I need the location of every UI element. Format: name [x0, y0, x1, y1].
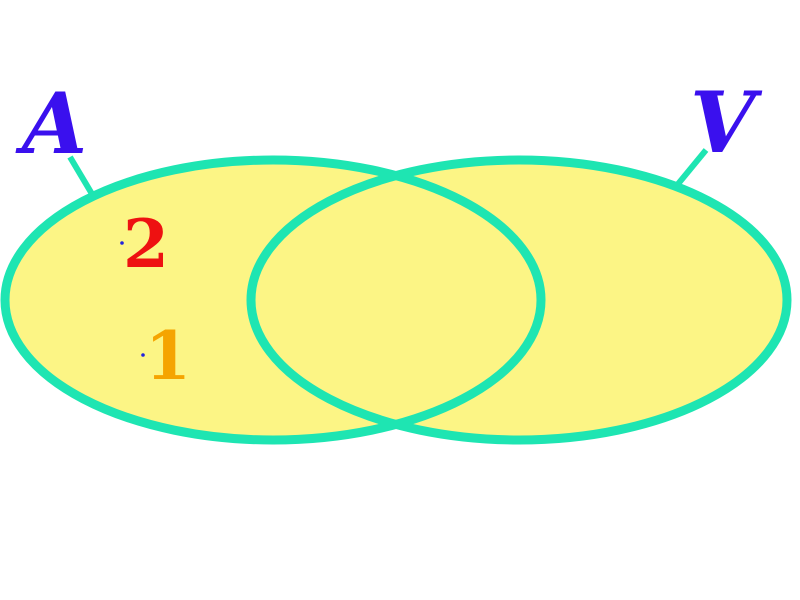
element-1-point: [141, 353, 145, 357]
set-a-leader-line: [67, 155, 95, 196]
set-a-label: A: [15, 74, 87, 173]
set-v-label: V: [690, 73, 763, 172]
set-v-fill: [251, 160, 787, 440]
set-a-outline: [0, 155, 546, 445]
element-1-label: 1: [145, 317, 191, 395]
set-v-outline: [246, 155, 792, 445]
element-2-point: [120, 241, 124, 245]
element-2-label: 2: [123, 205, 169, 283]
set-v-leader-line: [675, 148, 709, 186]
